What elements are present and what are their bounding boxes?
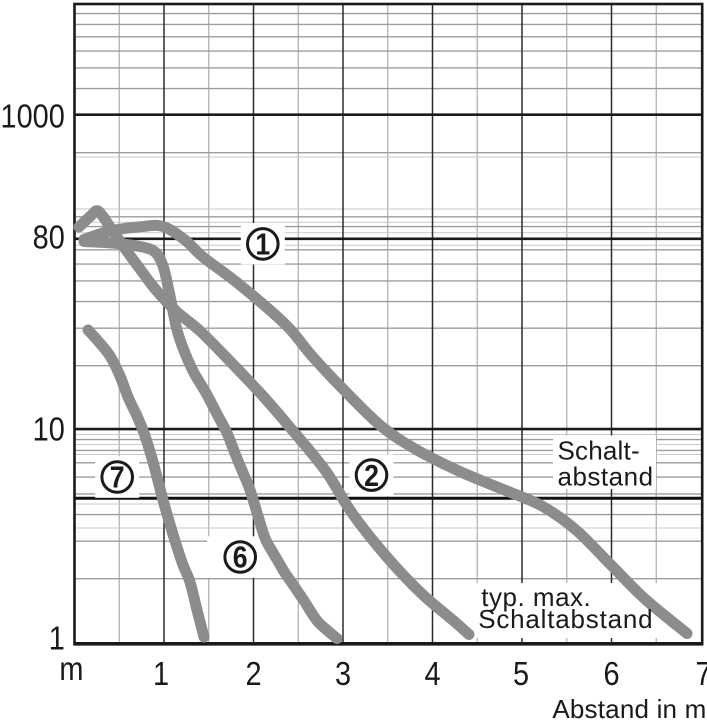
svg-text:10: 10 bbox=[33, 410, 65, 448]
svg-text:6: 6 bbox=[603, 655, 619, 693]
svg-text:3: 3 bbox=[335, 655, 351, 693]
svg-text:6: 6 bbox=[233, 541, 248, 575]
svg-text:1: 1 bbox=[49, 619, 65, 657]
svg-text:80: 80 bbox=[33, 219, 65, 257]
svg-text:7: 7 bbox=[110, 461, 125, 495]
svg-text:typ. max.: typ. max. bbox=[481, 582, 591, 612]
svg-text:abstand: abstand bbox=[558, 462, 654, 492]
svg-text:5: 5 bbox=[513, 655, 529, 693]
svg-text:4: 4 bbox=[424, 655, 440, 693]
svg-text:Schaltabstand: Schaltabstand bbox=[478, 604, 653, 634]
svg-text:1: 1 bbox=[153, 655, 169, 693]
svg-text:m: m bbox=[59, 650, 83, 688]
svg-text:Schalt-: Schalt- bbox=[558, 435, 640, 465]
svg-text:2: 2 bbox=[364, 459, 379, 493]
svg-text:Abstand in m: Abstand in m bbox=[552, 694, 706, 720]
svg-text:1000: 1000 bbox=[1, 98, 65, 136]
svg-text:1: 1 bbox=[255, 228, 270, 262]
svg-text:2: 2 bbox=[245, 655, 261, 693]
svg-text:7: 7 bbox=[695, 655, 707, 693]
